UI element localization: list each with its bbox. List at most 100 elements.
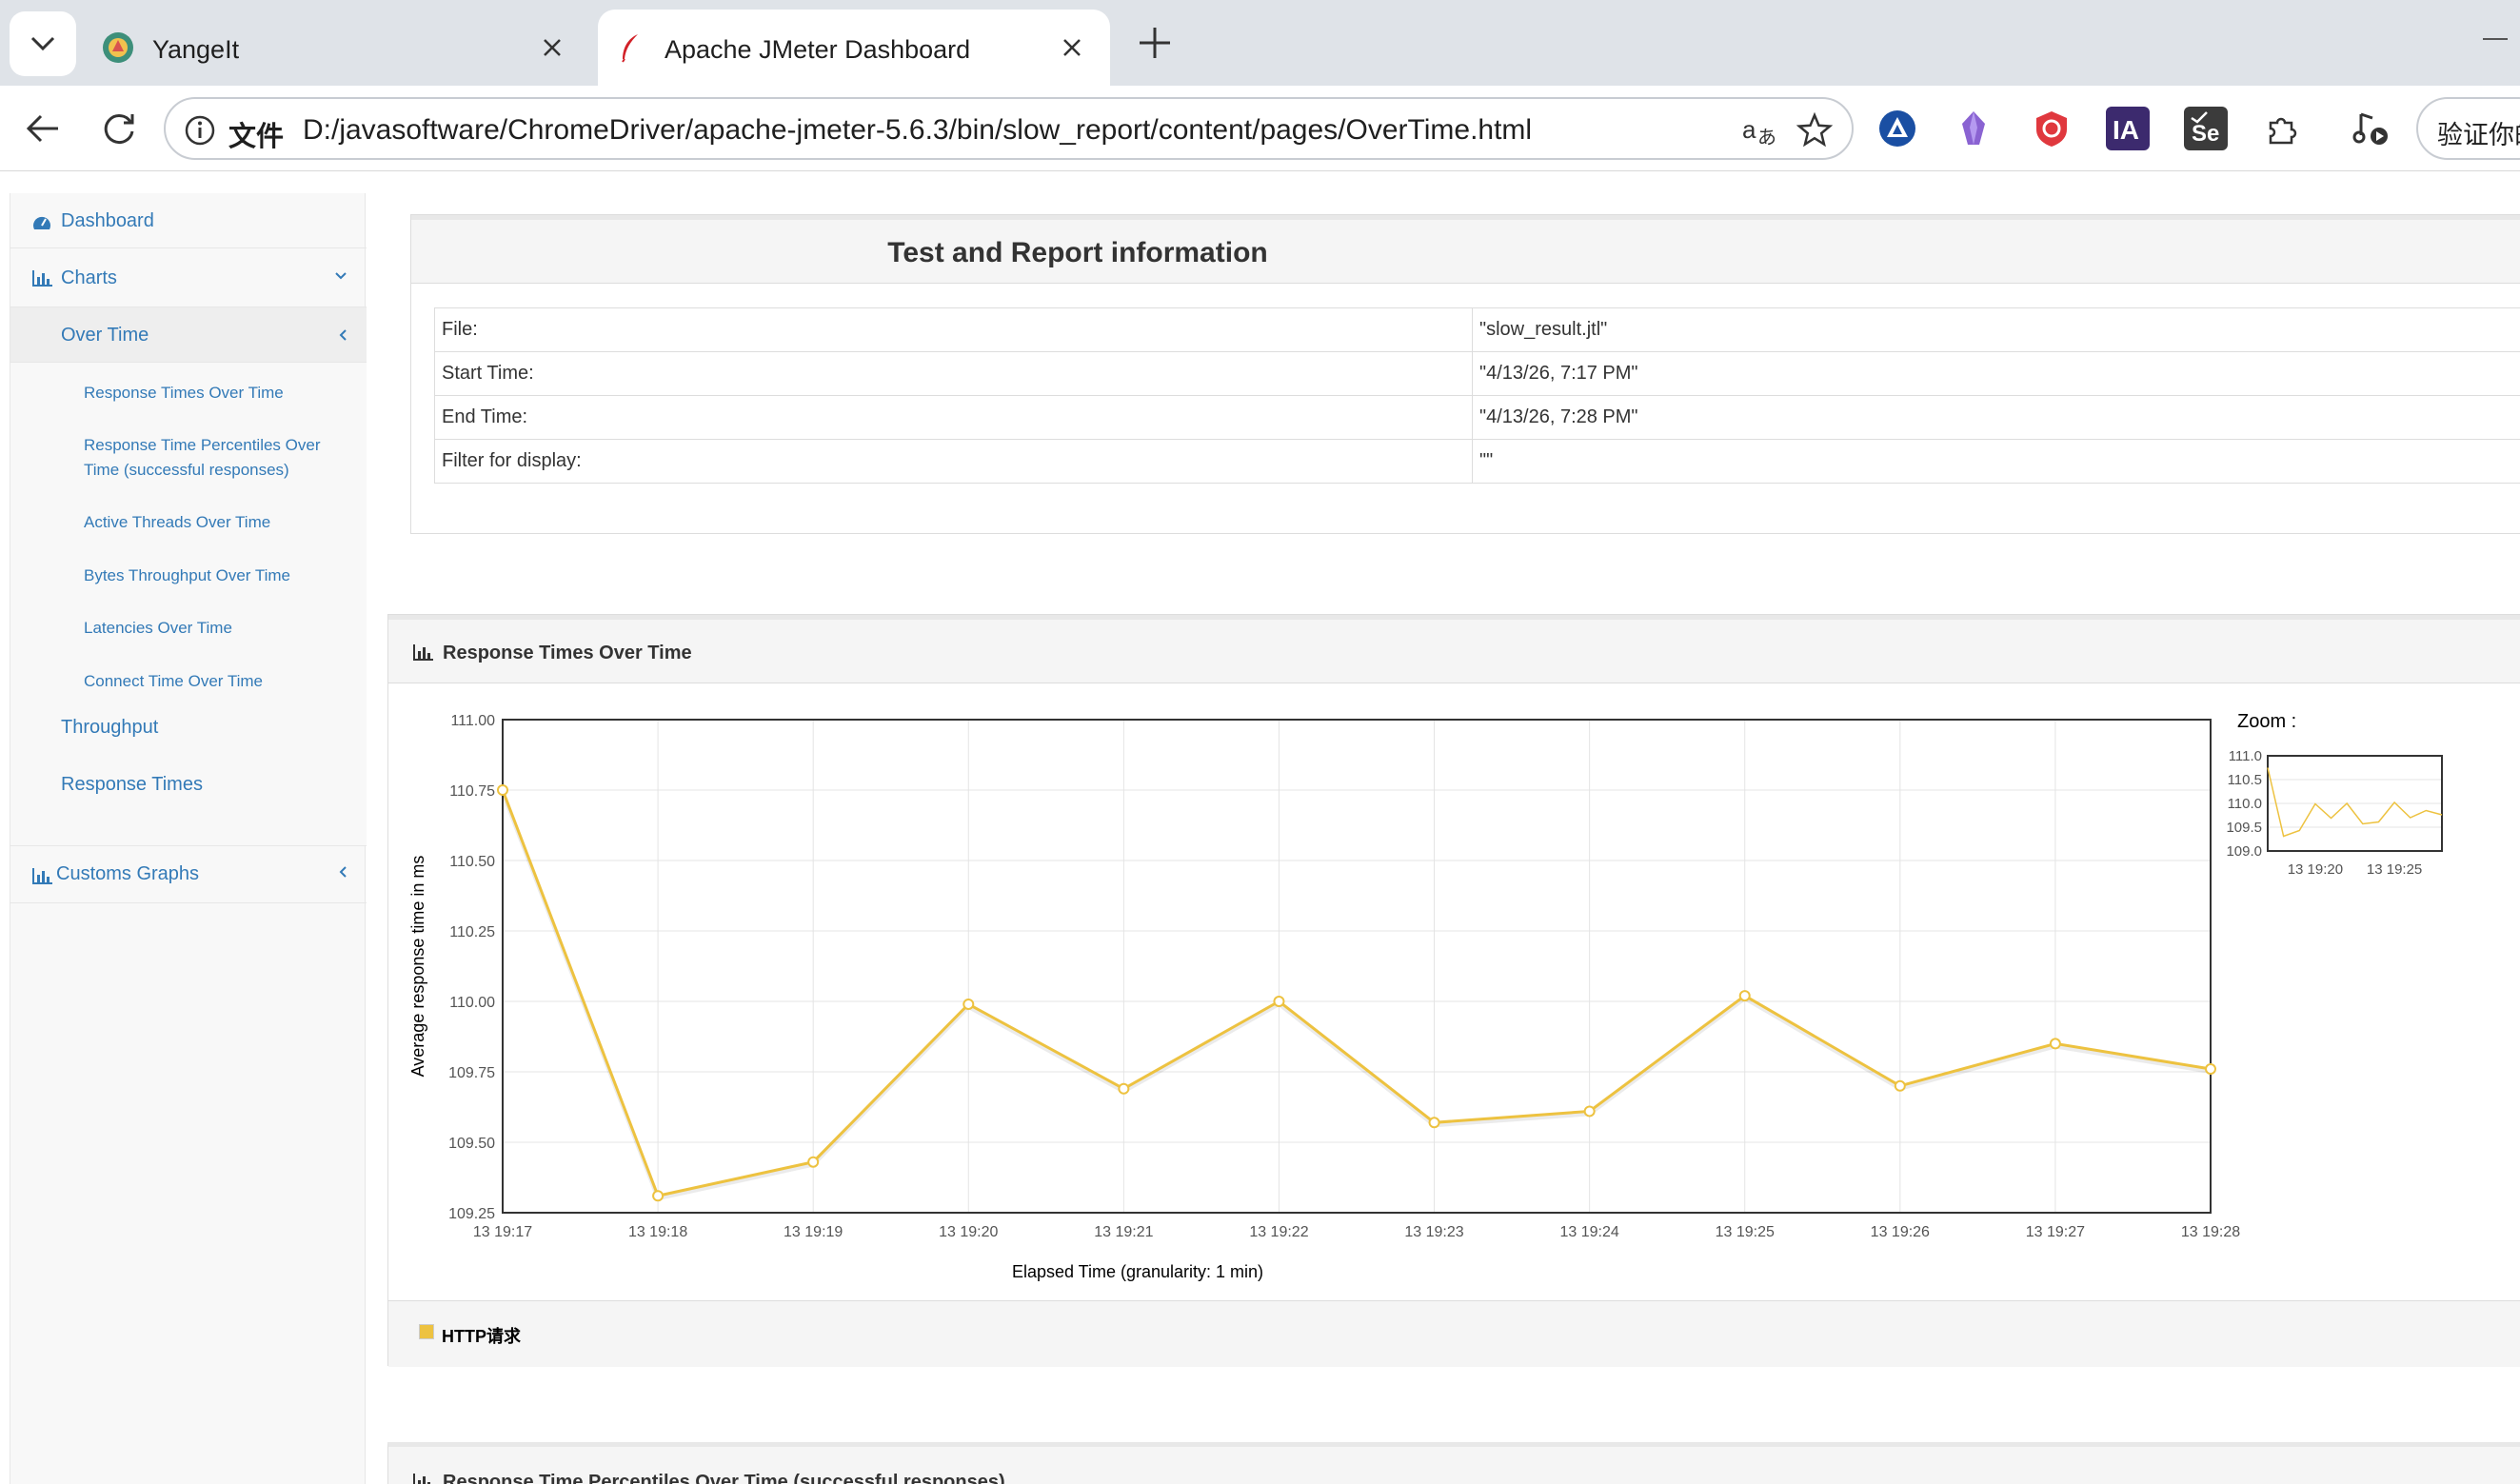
- panel-heading[interactable]: Response Times Over Time: [388, 615, 2520, 683]
- svg-text:IA: IA: [2113, 115, 2139, 145]
- sidebar-subitem-latencies[interactable]: Latencies Over Time: [84, 619, 232, 637]
- x-tick-label: 13 19:17: [473, 1224, 532, 1240]
- data-point[interactable]: [497, 784, 508, 796]
- data-point[interactable]: [1583, 1105, 1596, 1118]
- x-tick-label: 13 19:28: [2181, 1224, 2240, 1240]
- yangeit-icon: [103, 32, 133, 63]
- y-tick-label: 109.50: [448, 1136, 495, 1152]
- sidebar-item-response-times[interactable]: Response Times: [61, 774, 203, 795]
- data-point[interactable]: [1118, 1082, 1130, 1095]
- data-point[interactable]: [1738, 990, 1751, 1002]
- sidebar: Dashboard Charts Over Time Response Time…: [10, 193, 367, 1484]
- y-tick-label: 110.25: [449, 924, 495, 940]
- sidebar-item-over-time[interactable]: Over Time: [10, 307, 367, 363]
- bar-chart-icon: [413, 1474, 430, 1484]
- x-tick-label: 13 19:25: [1716, 1224, 1775, 1240]
- extension-shield-icon[interactable]: [2030, 107, 2074, 150]
- response-times-chart[interactable]: 109.25 109.50 109.75 110.00 110.25 110.50 110.…: [388, 683, 2520, 1300]
- verify-button[interactable]: 验证你的: [2416, 97, 2520, 160]
- data-point[interactable]: [1894, 1079, 1906, 1092]
- data-point[interactable]: [1428, 1117, 1440, 1129]
- y-tick-label: 111.00: [450, 713, 495, 729]
- panel-title[interactable]: Response Time Percentiles Over Time (suc…: [443, 1472, 1005, 1484]
- reload-button[interactable]: [95, 105, 143, 152]
- new-tab-button[interactable]: [1133, 21, 1177, 65]
- close-icon[interactable]: [1055, 30, 1089, 65]
- chevron-left-icon: [339, 329, 347, 341]
- data-point[interactable]: [962, 998, 975, 1010]
- panel-heading: Test and Report information: [411, 215, 2520, 284]
- arrow-left-icon: [26, 114, 58, 143]
- zoom-y-tick-label: 109.0: [2226, 843, 2262, 860]
- table-key: File:: [434, 307, 1473, 352]
- table-key: Start Time:: [434, 351, 1473, 396]
- star-icon[interactable]: [1796, 111, 1834, 149]
- info-icon[interactable]: [183, 113, 217, 148]
- media-control-icon[interactable]: [2350, 107, 2393, 150]
- sidebar-item-charts[interactable]: Charts: [10, 248, 367, 307]
- zoom-y-tick-label: 110.0: [2228, 796, 2262, 812]
- minimize-icon[interactable]: [2483, 38, 2508, 40]
- data-point[interactable]: [1273, 996, 1285, 1007]
- back-button[interactable]: [19, 105, 67, 152]
- sidebar-subitem-connect-time[interactable]: Connect Time Over Time: [84, 672, 264, 690]
- sidebar-item-throughput[interactable]: Throughput: [61, 717, 159, 738]
- chevron-left-icon: [339, 866, 347, 878]
- svg-text:a: a: [1742, 115, 1756, 144]
- info-table: File: "slow_result.jtl" Start Time: "4/13/…: [434, 307, 2520, 484]
- x-tick-label: 13 19:18: [628, 1224, 687, 1240]
- y-tick-label: 110.50: [449, 854, 495, 870]
- zoom-x-tick-label: 13 19:25: [2367, 861, 2422, 878]
- scheme-label: 文件: [228, 122, 285, 152]
- sidebar-subitem-bytes-throughput[interactable]: Bytes Throughput Over Time: [84, 566, 291, 584]
- bar-chart-icon: [413, 644, 433, 661]
- bar-chart-icon: [32, 868, 52, 884]
- x-tick-label: 13 19:23: [1404, 1224, 1463, 1240]
- table-key: End Time:: [434, 395, 1473, 440]
- x-tick-label: 13 19:21: [1094, 1224, 1153, 1240]
- extension-selenium-icon[interactable]: Se: [2184, 107, 2228, 150]
- x-axis-label: Elapsed Time (granularity: 1 min): [1012, 1262, 1263, 1281]
- close-icon[interactable]: [535, 30, 569, 65]
- sidebar-over-time-submenu: Response Times Over Time Response Time P…: [10, 363, 367, 846]
- response-times-chart-panel: Response Times Over Time 109.25 109.50 109…: [387, 614, 2520, 1367]
- y-tick-label: 109.25: [448, 1206, 495, 1222]
- table-row: Start Time: "4/13/26, 7:17 PM": [434, 351, 2520, 396]
- table-value: "4/13/26, 7:28 PM": [1472, 395, 2520, 440]
- zoom-frame[interactable]: [2267, 755, 2443, 852]
- sidebar-subitem-response-times-over-time[interactable]: Response Times Over Time: [84, 384, 284, 402]
- panel-title: Response Times Over Time: [443, 643, 692, 663]
- y-tick-label: 109.75: [448, 1065, 495, 1081]
- chevron-down-icon: [335, 272, 347, 280]
- sidebar-item-customs-graphs[interactable]: Customs Graphs: [10, 846, 367, 903]
- puzzle-icon[interactable]: [2260, 107, 2304, 150]
- x-tick-label: 13 19:19: [784, 1224, 843, 1240]
- data-point[interactable]: [652, 1190, 665, 1202]
- zoom-y-tick-label: 110.5: [2228, 772, 2262, 788]
- address-bar[interactable]: 文件 D:/javasoftware/ChromeDriver/apache-j…: [164, 97, 1854, 160]
- legend-label[interactable]: HTTP请求: [442, 1327, 521, 1346]
- zoom-y-tick-label: 109.5: [2226, 820, 2262, 836]
- url-text[interactable]: D:/javasoftware/ChromeDriver/apache-jmet…: [303, 114, 1533, 146]
- svg-text:あ: あ: [1757, 128, 1776, 148]
- series-line[interactable]: [501, 789, 2212, 1197]
- table-value: "slow_result.jtl": [1472, 307, 2520, 352]
- extension-triangle-icon[interactable]: [1875, 107, 1919, 150]
- sidebar-subitem-response-time-percentiles[interactable]: Response Time Percentiles Over Time (suc…: [84, 436, 321, 479]
- extension-ia-icon[interactable]: IA: [2106, 107, 2150, 150]
- zoom-series-line: [2267, 767, 2443, 838]
- tab-search-button[interactable]: [10, 11, 76, 76]
- data-point[interactable]: [2205, 1063, 2216, 1076]
- plot-frame: [502, 719, 2212, 1214]
- plus-icon: [1140, 28, 1170, 58]
- svg-text:Se: Se: [2192, 121, 2219, 147]
- extension-crystal-icon[interactable]: [1952, 107, 1995, 150]
- tab-jmeter-dashboard[interactable]: Apache JMeter Dashboard: [598, 10, 1110, 86]
- sidebar-subitem-active-threads[interactable]: Active Threads Over Time: [84, 513, 271, 531]
- sidebar-label: Customs Graphs: [56, 863, 200, 884]
- data-point[interactable]: [2049, 1038, 2061, 1050]
- data-point[interactable]: [807, 1156, 820, 1168]
- tab-yangeit[interactable]: YangeIt: [86, 10, 590, 86]
- sidebar-item-dashboard[interactable]: Dashboard: [10, 193, 367, 248]
